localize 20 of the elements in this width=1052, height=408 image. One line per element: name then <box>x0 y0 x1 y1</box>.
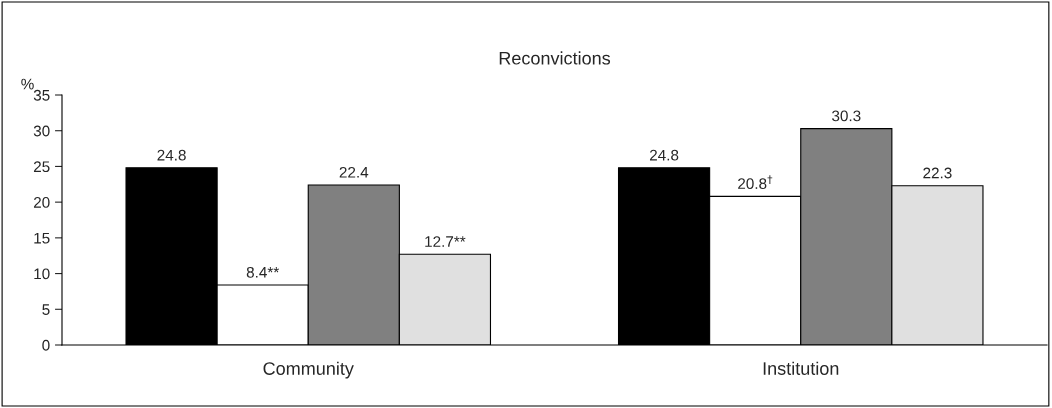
y-tick-label: 15 <box>34 232 50 244</box>
data-label: 22.4 <box>339 166 369 178</box>
data-label: 24.8 <box>649 149 679 161</box>
data-label: 24.8 <box>157 149 186 161</box>
y-tick-label: 35 <box>33 89 50 101</box>
data-label: 20.8$^{†}$ <box>738 175 773 190</box>
y-axis-title: % <box>21 78 34 90</box>
y-tick-label: 25 <box>33 161 50 173</box>
y-tick-label: 10 <box>34 268 50 280</box>
data-label: 12.7** <box>425 236 466 247</box>
y-tick-label: 20 <box>33 197 50 208</box>
chart-title: Reconvictions <box>499 51 611 65</box>
data-label: 30.3 <box>832 110 861 122</box>
y-tick-label: 0 <box>42 339 50 351</box>
y-tick-label: 5 <box>42 304 50 315</box>
y-tick-label: 30 <box>33 125 50 137</box>
data-label: 22.3 <box>923 167 952 179</box>
x-tick-label: Community <box>263 361 354 379</box>
data-label: 8.4** <box>246 266 280 278</box>
x-tick-label: Institution <box>763 361 839 375</box>
